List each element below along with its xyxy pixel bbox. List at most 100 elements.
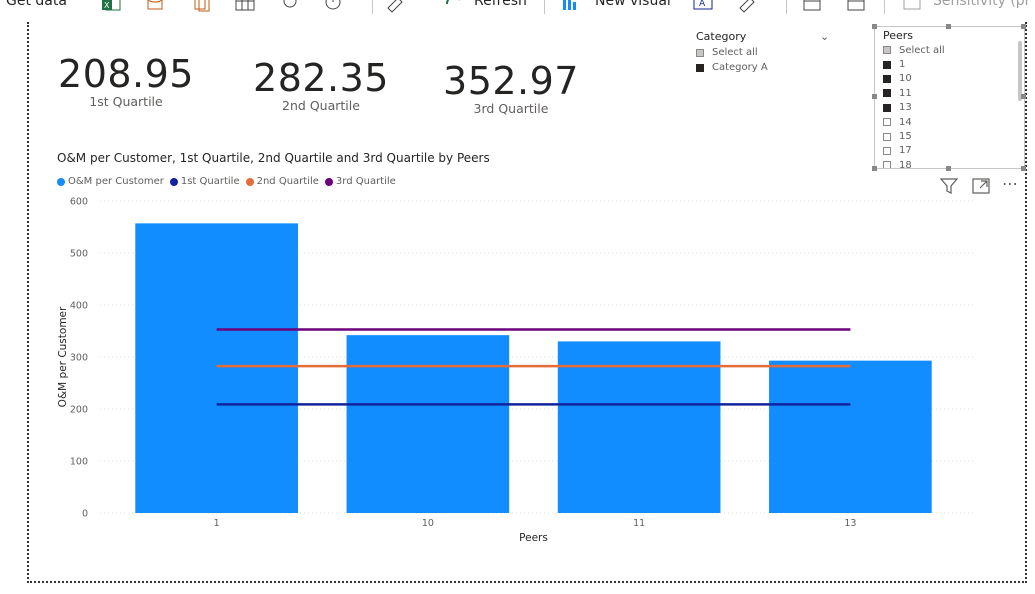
y-tick-label: 200 — [70, 405, 88, 416]
ribbon: Get data ▾ X ▾ ▾ Refresh New visual A ▾ … — [0, 0, 1035, 16]
slicer-item-label: Select all — [712, 47, 758, 58]
bar[interactable] — [769, 360, 932, 513]
legend-item[interactable]: 2nd Quartile — [245, 176, 319, 187]
sensitivity-icon[interactable] — [902, 0, 922, 14]
checkbox[interactable] — [883, 161, 891, 168]
y-tick-label: 400 — [70, 301, 88, 312]
resize-handle[interactable] — [872, 94, 877, 99]
quick-measure-icon[interactable] — [846, 0, 866, 14]
filter-icon[interactable] — [940, 178, 958, 194]
svg-text:A: A — [699, 0, 706, 9]
chevron-down-icon[interactable]: ▾ — [766, 0, 771, 3]
get-data-button[interactable]: Get data — [6, 0, 67, 9]
slicer-item[interactable]: 11 — [883, 86, 1018, 100]
dataflow-icon[interactable] — [192, 0, 212, 14]
new-measure-icon[interactable] — [802, 0, 822, 14]
scrollbar[interactable] — [1018, 41, 1022, 101]
chevron-down-icon[interactable]: ▾ — [76, 0, 81, 3]
legend-marker — [324, 177, 333, 186]
checkbox[interactable] — [883, 118, 891, 127]
kpi-value: 282.35 — [253, 56, 389, 100]
slicer-item[interactable]: 17 — [883, 144, 1018, 158]
checkbox[interactable] — [883, 132, 891, 141]
kpi-card-2nd-quartile[interactable]: 282.35 2nd Quartile — [241, 56, 401, 113]
chevron-down-icon[interactable]: ▾ — [414, 0, 419, 3]
slicer-item-label: 11 — [899, 87, 912, 99]
legend-item[interactable]: 3rd Quartile — [324, 176, 396, 187]
legend-item[interactable]: 1st Quartile — [169, 176, 240, 187]
chevron-down-icon[interactable]: ⌄ — [820, 30, 830, 43]
refresh-icon[interactable] — [444, 0, 464, 14]
dataverse-icon[interactable] — [280, 0, 300, 14]
checkbox[interactable] — [696, 48, 704, 57]
legend-marker — [169, 177, 178, 186]
slicer-item[interactable]: Category A — [696, 60, 836, 75]
slicer-item-label: 10 — [899, 73, 912, 85]
y-tick-label: 0 — [82, 509, 88, 520]
checkbox[interactable] — [883, 146, 891, 155]
slicer-item-label: 14 — [899, 116, 912, 128]
bar[interactable] — [557, 341, 721, 513]
kpi-value: 352.97 — [443, 59, 579, 103]
transform-data-icon[interactable] — [386, 0, 406, 14]
slicer-item-label: 1 — [899, 59, 906, 71]
slicer-item-label: 17 — [899, 145, 912, 157]
ribbon-divider — [884, 0, 885, 14]
resize-handle[interactable] — [872, 166, 877, 171]
slicer-item[interactable]: 14 — [883, 115, 1018, 129]
checkbox[interactable] — [883, 46, 891, 55]
slicer-item[interactable]: 10 — [883, 72, 1018, 86]
category-slicer[interactable]: Category ⌄ Select all Category A — [696, 30, 836, 85]
chart-title: O&M per Customer, 1st Quartile, 2nd Quar… — [57, 151, 490, 165]
resize-handle[interactable] — [946, 24, 951, 29]
ribbon-divider — [786, 0, 787, 14]
checkbox[interactable] — [883, 103, 891, 112]
kpi-card-1st-quartile[interactable]: 208.95 1st Quartile — [46, 52, 206, 109]
resize-handle[interactable] — [946, 166, 951, 171]
checkbox[interactable] — [883, 74, 891, 83]
kpi-value: 208.95 — [58, 52, 194, 96]
slicer-item[interactable]: 13 — [883, 101, 1018, 115]
slicer-item-label: 15 — [899, 131, 912, 143]
text-box-icon[interactable]: A — [693, 0, 713, 14]
bar[interactable] — [135, 223, 298, 514]
y-tick-label: 100 — [70, 457, 88, 468]
slicer-item-label: Select all — [899, 44, 945, 56]
checkbox[interactable] — [696, 63, 704, 72]
database-icon[interactable] — [145, 0, 165, 14]
y-tick-label: 500 — [70, 249, 88, 260]
bar[interactable] — [346, 335, 510, 513]
refresh-button[interactable]: Refresh — [474, 0, 527, 9]
kpi-label: 1st Quartile — [89, 94, 163, 109]
sensitivity-button[interactable]: Sensitivity (pr — [933, 0, 1031, 9]
more-visuals-icon[interactable] — [738, 0, 758, 14]
resize-handle[interactable] — [872, 24, 877, 29]
slicer-item[interactable]: Select all — [696, 45, 836, 60]
resize-handle[interactable] — [1021, 166, 1026, 171]
checkbox[interactable] — [883, 60, 891, 69]
legend-item[interactable]: O&M per Customer — [57, 176, 164, 187]
kpi-label: 3rd Quartile — [473, 101, 549, 116]
slicer-item[interactable]: Select all — [883, 43, 1018, 57]
kpi-label: 2nd Quartile — [282, 98, 360, 113]
resize-handle[interactable] — [1021, 24, 1026, 29]
checkbox[interactable] — [883, 89, 891, 98]
slicer-list: Select all 1 10 11 13 14 15 17 18 — [883, 43, 1018, 168]
excel-icon[interactable]: X — [102, 0, 122, 14]
legend-marker — [57, 177, 65, 186]
ribbon-divider — [372, 0, 373, 14]
recent-sources-icon[interactable] — [323, 0, 343, 14]
resize-handle[interactable] — [1021, 94, 1026, 99]
new-visual-button[interactable]: New visual — [595, 0, 671, 9]
slicer-item[interactable]: 1 — [883, 57, 1018, 71]
more-options-icon[interactable]: ⋯ — [1002, 174, 1019, 193]
chevron-down-icon[interactable]: ▾ — [352, 0, 357, 3]
x-tick-label: 11 — [633, 518, 645, 529]
slicer-item[interactable]: 18 — [883, 158, 1018, 168]
new-visual-icon[interactable] — [561, 0, 581, 14]
focus-mode-icon[interactable] — [972, 178, 990, 194]
table-icon[interactable] — [235, 0, 255, 14]
slicer-item[interactable]: 15 — [883, 129, 1018, 143]
kpi-card-3rd-quartile[interactable]: 352.97 3rd Quartile — [431, 59, 591, 116]
